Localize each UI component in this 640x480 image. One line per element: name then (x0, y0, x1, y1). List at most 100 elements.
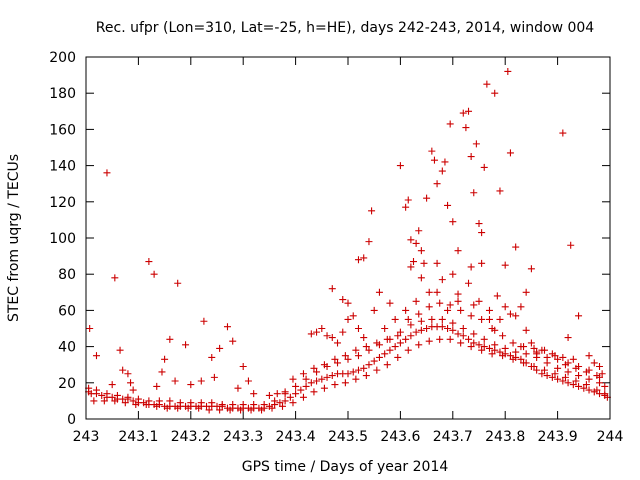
data-point (548, 373, 556, 381)
data-point (559, 129, 567, 137)
data-point (596, 373, 604, 381)
y-tick-label: 160 (49, 122, 76, 138)
data-point (381, 325, 389, 332)
data-point (470, 330, 478, 338)
data-point (554, 375, 562, 383)
data-point (349, 312, 357, 320)
data-point (433, 288, 441, 296)
data-point (575, 382, 583, 390)
data-point (491, 341, 499, 349)
data-point (407, 263, 415, 271)
data-point (465, 107, 473, 115)
data-point (320, 384, 328, 392)
data-point (522, 288, 530, 296)
data-point (184, 404, 192, 412)
data-point (195, 404, 203, 412)
data-point (593, 386, 601, 394)
data-point (210, 373, 218, 381)
data-point (420, 259, 428, 267)
data-point (441, 158, 449, 166)
data-point (561, 373, 569, 381)
x-tick-label: 243.8 (485, 429, 525, 445)
x-axis-label: GPS time / Days of year 2014 (242, 459, 449, 475)
data-point (182, 341, 190, 349)
data-point (412, 328, 420, 336)
data-point (328, 334, 336, 342)
data-point (478, 346, 486, 354)
data-point (522, 350, 530, 358)
data-point (223, 323, 231, 331)
data-point (176, 399, 184, 407)
data-point (360, 334, 368, 342)
data-point (417, 326, 425, 334)
data-point (239, 363, 247, 371)
y-tick-label: 200 (49, 50, 76, 66)
data-point (354, 256, 362, 264)
data-point (530, 344, 538, 352)
data-point (237, 406, 245, 414)
data-point (352, 346, 360, 354)
data-point (501, 261, 509, 269)
data-point (318, 325, 326, 332)
data-point (292, 390, 300, 398)
x-tick-label: 243.2 (171, 429, 211, 445)
data-point (480, 335, 488, 343)
data-point (499, 352, 507, 360)
data-point (328, 285, 336, 293)
data-point (163, 404, 171, 412)
data-point (145, 397, 153, 405)
data-point (145, 258, 153, 266)
data-point (234, 384, 242, 392)
data-point (475, 341, 483, 349)
data-point (462, 124, 470, 132)
data-point (373, 366, 381, 374)
data-point (438, 323, 446, 331)
data-point (129, 397, 137, 405)
data-point (506, 149, 514, 157)
data-point (585, 366, 593, 374)
data-point (129, 386, 137, 394)
y-tick-label: 100 (49, 231, 76, 247)
data-point (478, 259, 486, 267)
data-point (111, 274, 119, 282)
data-point (415, 310, 423, 318)
data-point (307, 379, 315, 387)
data-point (512, 312, 520, 320)
data-point (467, 343, 475, 351)
data-point (153, 402, 161, 410)
data-point (365, 361, 373, 369)
data-point (506, 310, 514, 318)
data-point (116, 346, 124, 354)
data-point (239, 401, 247, 409)
data-point (402, 203, 410, 211)
data-point (383, 335, 391, 343)
data-point (307, 330, 315, 338)
data-point (572, 377, 580, 385)
data-point (226, 406, 234, 414)
data-point (417, 317, 425, 325)
data-point (302, 382, 310, 390)
data-point (313, 328, 321, 336)
data-point (444, 201, 452, 209)
data-point (92, 386, 100, 394)
data-point (575, 363, 583, 371)
data-point (328, 372, 336, 380)
data-point (396, 328, 404, 336)
x-tick-label: 243.7 (433, 429, 473, 445)
data-point (459, 332, 467, 340)
data-point (517, 355, 525, 363)
x-tick-label: 243.3 (223, 429, 263, 445)
data-point (292, 382, 300, 390)
data-point (478, 315, 486, 323)
data-point (485, 344, 493, 352)
data-point (499, 332, 507, 340)
data-point (197, 399, 205, 407)
data-point (467, 263, 475, 271)
data-point (415, 227, 423, 235)
data-point (100, 397, 108, 405)
data-point (454, 330, 462, 338)
data-point (402, 306, 410, 314)
data-point (197, 377, 205, 385)
data-point (569, 381, 577, 389)
